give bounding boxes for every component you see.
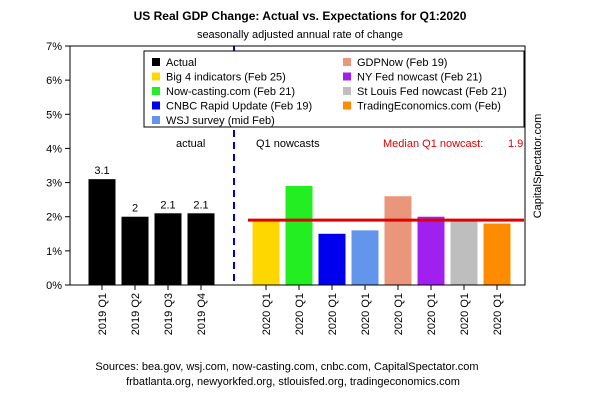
legend-label: TradingEconomics.com (Feb) [357, 101, 501, 113]
y-tick-label: 5% [46, 109, 62, 121]
x-tick-label: 2019 Q4 [196, 293, 208, 335]
x-tick-label: 2020 Q1 [393, 293, 405, 335]
legend-label: Big 4 indicators (Feb 25) [166, 72, 286, 84]
legend-swatch [343, 58, 351, 66]
plot-frame [69, 45, 526, 286]
sources-line-2: frbatlanta.org, newyorkfed.org, stlouisf… [126, 376, 460, 388]
bar-3 [154, 213, 182, 285]
legend-swatch [152, 87, 160, 95]
legend-label: Now-casting.com (Feb 21) [166, 86, 295, 98]
legend-swatch [152, 58, 160, 66]
section-label-nowcasts: Q1 nowcasts [256, 138, 320, 150]
bar-7 [318, 233, 346, 285]
section-label-actual: actual [176, 138, 205, 150]
legend-box [143, 50, 525, 128]
y-tick-label: 4% [46, 143, 62, 155]
legend-swatch [152, 101, 160, 110]
median-value-label: 1.9 [508, 138, 523, 150]
y-tick-label: 3% [46, 178, 62, 190]
x-tick-label: 2020 Q1 [294, 293, 306, 335]
median-label: Median Q1 nowcast: [383, 138, 483, 150]
bar-2 [121, 216, 149, 285]
bar-5 [252, 220, 280, 285]
x-tick-label: 2019 Q3 [163, 293, 175, 335]
x-tick-label: 2019 Q1 [97, 293, 109, 335]
y-tick-label: 1% [46, 246, 62, 258]
x-tick-label: 2019 Q2 [130, 293, 142, 335]
x-tick-label: 2020 Q1 [360, 293, 372, 335]
bar-12 [483, 223, 511, 285]
bar-8 [351, 230, 379, 285]
bar-4 [187, 213, 215, 285]
bar-11 [450, 220, 478, 285]
legend-label: NY Fed nowcast (Feb 21) [357, 72, 482, 84]
legend-swatch [152, 116, 160, 124]
chart-title: US Real GDP Change: Actual vs. Expectati… [134, 9, 467, 23]
y-tick-label: 7% [46, 41, 62, 53]
bar-10 [417, 216, 445, 285]
bar-9 [384, 196, 412, 285]
bar-1 [88, 179, 116, 285]
watermark: CapitalSpectator.com [532, 114, 544, 219]
x-tick-label: 2020 Q1 [261, 293, 273, 335]
data-label-2: 2 [132, 203, 138, 215]
bar-6 [285, 185, 313, 285]
sources-line-1: Sources: bea.gov, wsj.com, now-casting.c… [95, 361, 478, 373]
legend-swatch [343, 72, 351, 81]
x-tick-label: 2020 Q1 [327, 293, 339, 335]
plot-area: 3.1 2 2.1 2.1 0% 1% 2% 3% 4% 5% 6% 7% 2019 Q1 2019 Q2… [46, 41, 526, 335]
legend-label: Actual [166, 57, 197, 69]
y-tick-label: 6% [46, 75, 62, 87]
legend-swatch [343, 101, 351, 110]
legend-label: WSJ survey (mid Feb) [166, 115, 275, 127]
chart-subtitle: seasonally adjusted annual rate of chang… [197, 29, 403, 41]
data-label-1: 3.1 [94, 165, 109, 177]
legend: Actual Big 4 indicators (Feb 25) Now-casti… [143, 50, 525, 128]
legend-swatch [152, 72, 160, 81]
x-tick-label: 2020 Q1 [426, 293, 438, 335]
legend-label: CNBC Rapid Update (Feb 19) [166, 101, 312, 113]
y-tick-label: 2% [46, 212, 62, 224]
x-tick-label: 2020 Q1 [492, 293, 504, 335]
y-tick-label: 0% [46, 280, 62, 292]
data-label-3: 2.1 [160, 199, 175, 211]
legend-swatch [343, 87, 351, 95]
legend-label: St Louis Fed nowcast (Feb 21) [357, 86, 507, 98]
legend-label: GDPNow (Feb 19) [357, 57, 447, 69]
x-tick-label: 2020 Q1 [459, 293, 471, 335]
data-label-4: 2.1 [193, 199, 208, 211]
